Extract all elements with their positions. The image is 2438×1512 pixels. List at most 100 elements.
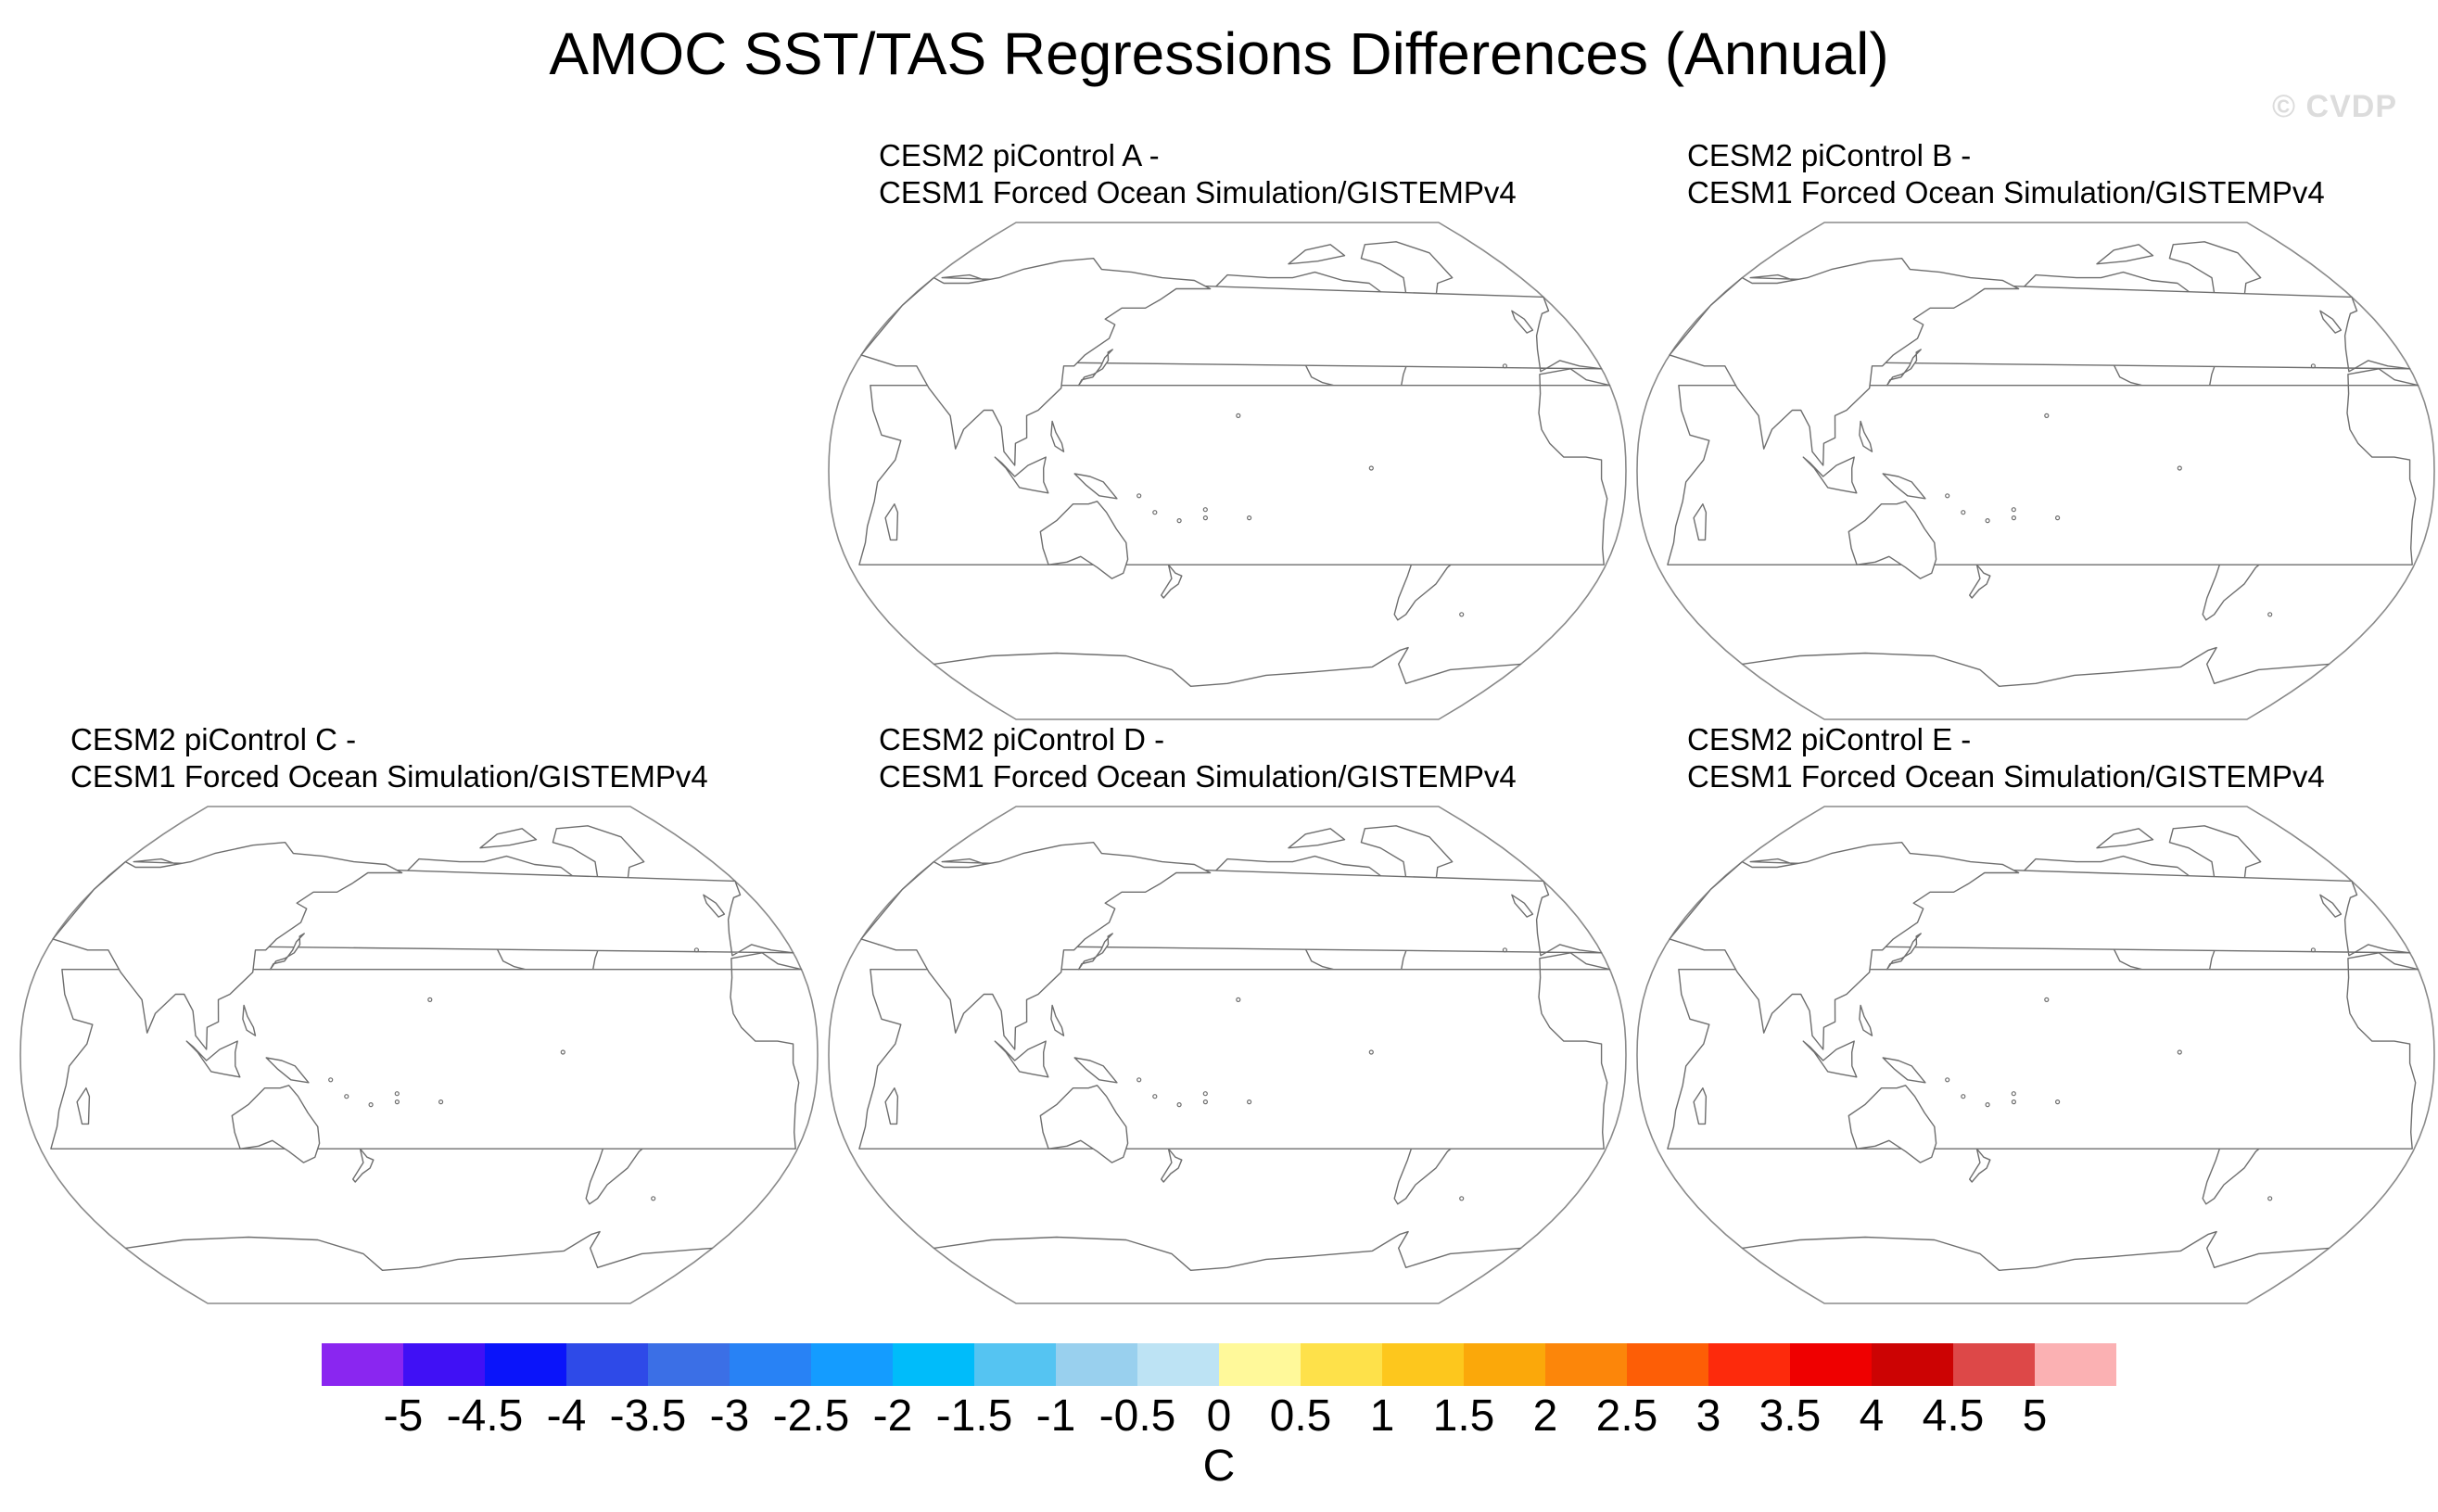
colorbar-swatch (648, 1343, 730, 1386)
coastline-island (1247, 515, 1252, 521)
coastline-new-guinea (1882, 1057, 1926, 1084)
coastline-madagascar (884, 503, 899, 541)
colorbar-tick-label: 4.5 (1922, 1391, 1985, 1441)
coastline-island (1459, 1196, 1465, 1201)
coastline-island (1152, 510, 1158, 515)
coastline-antarctica (933, 646, 1521, 687)
coastline-island (2267, 1196, 2273, 1201)
coastline-africa (1667, 952, 2419, 1150)
coastline-island (1368, 1049, 1374, 1055)
cvdp-watermark: © CVDP (2272, 89, 2397, 124)
colorbar-swatch (1953, 1343, 2035, 1386)
map-panel-d: CESM2 piControl D - CESM1 Forced Ocean S… (821, 721, 1633, 1315)
coastline-uk (2319, 894, 2343, 918)
colorbar-swatch (811, 1343, 893, 1386)
coastline-greenland (1360, 241, 1454, 306)
coastline-island (2044, 997, 2050, 1002)
map-panel-b: CESM2 piControl B - CESM1 Forced Ocean S… (1630, 137, 2438, 731)
colorbar-tick-label: 3 (1695, 1391, 1721, 1441)
coastline-antarctica (933, 1230, 1521, 1271)
coastline-madagascar (76, 1087, 91, 1125)
coastline-new-zealand (1969, 564, 1991, 599)
coastline-island (1247, 1099, 1252, 1105)
coastline-japan (1077, 933, 1113, 971)
coastline-island (2011, 1099, 2016, 1105)
colorbar-swatch (893, 1343, 974, 1386)
coastline-new-zealand (1969, 1148, 1991, 1183)
colorbar-swatch (1627, 1343, 1708, 1386)
coastline-africa (858, 952, 1611, 1150)
coastline-island (560, 1049, 565, 1055)
panel-title: CESM2 piControl B - CESM1 Forced Ocean S… (1687, 137, 2325, 211)
figure-title: AMOC SST/TAS Regressions Differences (An… (549, 20, 1889, 87)
coastline-new-zealand (1161, 564, 1183, 599)
coastline-island (2011, 515, 2016, 521)
colorbar-tick-labels: -5 -4.5 -4 -3.5 -3 -2.5 -2 -1.5 -1 -0.5 0 0.5 1 1.5 2 2… (0, 1389, 2438, 1444)
coastline-uk (1511, 310, 1534, 334)
coastline-borneo-indonesia (185, 1040, 241, 1078)
colorbar-tick-label: 0.5 (1269, 1391, 1332, 1441)
world-map-robinson (19, 806, 819, 1304)
coastline-island (2011, 1091, 2016, 1097)
coastline-uk (2319, 310, 2343, 334)
coastline-island (1502, 947, 1508, 953)
coastline-borneo-indonesia (994, 456, 1049, 494)
colorbar-swatch (1219, 1343, 1301, 1386)
coastline-arctic-islands (479, 828, 538, 849)
world-map-robinson (828, 222, 1627, 720)
colorbar-tick-label: 1 (1369, 1391, 1395, 1441)
coastline-island (344, 1094, 349, 1099)
coastline-asia (860, 842, 1212, 1050)
coastline-borneo-indonesia (1802, 1040, 1858, 1078)
colorbar-tick-label: -0.5 (1098, 1391, 1176, 1441)
colorbar-tick-label: 0 (1206, 1391, 1232, 1441)
coastline-greenland (2168, 825, 2262, 890)
coastline-island (1202, 515, 1208, 521)
colorbar-swatch (566, 1343, 648, 1386)
coastline-madagascar (1693, 1087, 1708, 1125)
colorbar-swatch (1790, 1343, 1872, 1386)
colorbar-tick-label: 5 (2022, 1391, 2048, 1441)
coastline-philippines (1859, 1004, 1873, 1036)
panel-title: CESM2 piControl D - CESM1 Forced Ocean S… (879, 721, 1517, 795)
map-panel-a: CESM2 piControl A - CESM1 Forced Ocean S… (821, 137, 1633, 731)
coastline-borneo-indonesia (994, 1040, 1049, 1078)
colorbar-tick-label: -4.5 (446, 1391, 524, 1441)
coastline-island (2177, 465, 2182, 471)
coastline-island (1152, 1094, 1158, 1099)
coastline-island (1945, 493, 1950, 499)
world-map-robinson (1636, 806, 2435, 1304)
coastline-island (1985, 1102, 1990, 1108)
coastline-island (1368, 465, 1374, 471)
coastline-australia (1848, 501, 1937, 579)
coastline-island (1202, 507, 1208, 513)
coastline-greenland (2168, 241, 2262, 306)
panel-title: CESM2 piControl A - CESM1 Forced Ocean S… (879, 137, 1517, 211)
colorbar-tick-label: -2 (872, 1391, 913, 1441)
coastline-antarctica (125, 1230, 713, 1271)
coastline-island (1176, 518, 1182, 524)
panel-title-line2: CESM1 Forced Ocean Simulation/GISTEMPv4 (879, 175, 1517, 210)
coastline-island (2310, 947, 2317, 953)
coastline-new-guinea (1073, 473, 1118, 500)
panel-title-line2: CESM1 Forced Ocean Simulation/GISTEMPv4 (879, 759, 1517, 794)
coastline-island (1961, 510, 1966, 515)
colorbar (322, 1343, 2116, 1386)
coastline-antarctica (1742, 646, 2330, 687)
colorbar-tick-label: 1.5 (1432, 1391, 1495, 1441)
coastline-antarctica (1742, 1230, 2330, 1271)
coastline-island (1945, 1077, 1950, 1083)
coastline-philippines (1050, 1004, 1065, 1036)
panel-title-line1: CESM2 piControl E - (1687, 722, 1972, 756)
coastline-island (1236, 997, 1241, 1002)
coastline-island (1502, 363, 1508, 369)
coastline-asia (1669, 258, 2020, 466)
panel-title-line1: CESM2 piControl C - (70, 722, 357, 756)
coastline-australia (1039, 501, 1129, 579)
map-panel-e: CESM2 piControl E - CESM1 Forced Ocean S… (1630, 721, 2438, 1315)
coastline-island (2044, 413, 2050, 418)
map-panel-c: CESM2 piControl C - CESM1 Forced Ocean S… (13, 721, 825, 1315)
panel-title-line1: CESM2 piControl D - (879, 722, 1165, 756)
colorbar-tick-label: -3.5 (609, 1391, 687, 1441)
coastline-new-guinea (265, 1057, 310, 1084)
